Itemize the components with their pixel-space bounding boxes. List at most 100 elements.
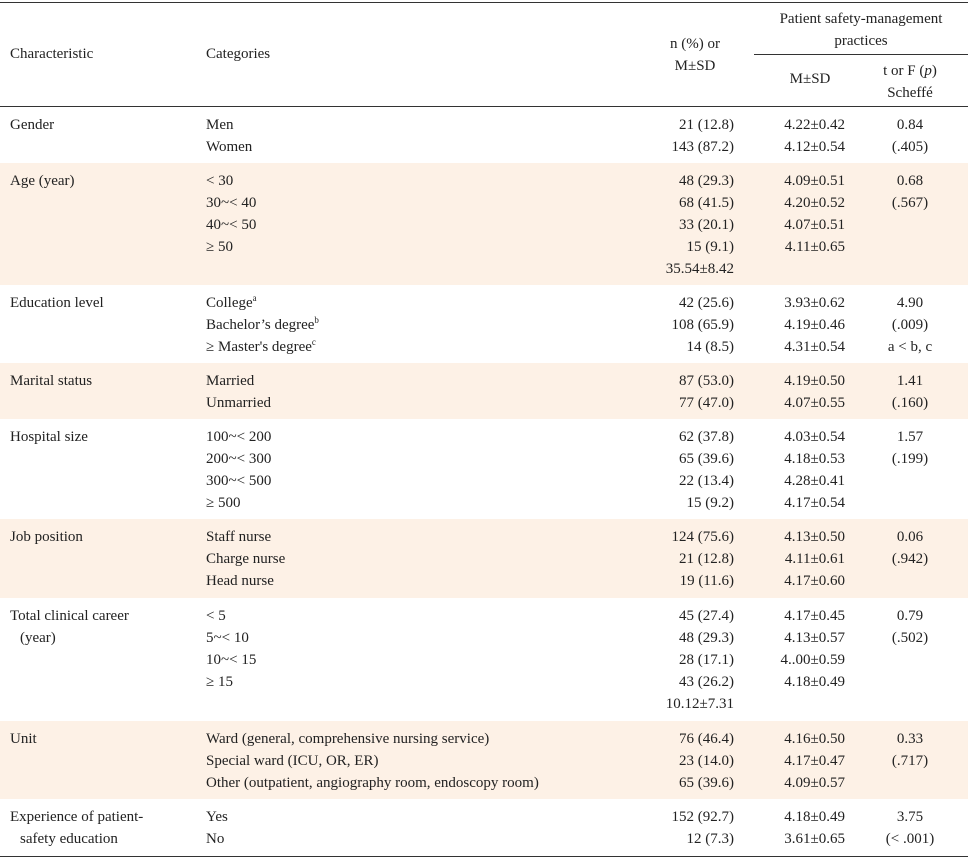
category-label: No (206, 828, 224, 850)
stat-value: (.405) (891, 139, 929, 155)
stat-value: (.199) (891, 451, 929, 467)
characteristic-label: Gender (10, 117, 55, 133)
n-value: 14 (8.5) (686, 339, 735, 355)
category-text: Other (outpatient, angiography room, end… (206, 775, 539, 791)
n-value: 124 (75.6) (671, 529, 735, 545)
msd-value: 4..00±0.59 (780, 652, 845, 668)
stat-value: 0.84 (896, 117, 924, 133)
n-value: 43 (26.2) (679, 674, 734, 690)
category-text: Head nurse (206, 573, 274, 589)
category-label: 100~< 200 (206, 426, 271, 448)
category-label: Head nurse (206, 570, 274, 592)
msd-value: 4.28±0.41 (784, 473, 845, 489)
category-label: 200~< 300 (206, 448, 271, 470)
msd-value: 4.13±0.57 (784, 630, 845, 646)
category-text: 30~< 40 (206, 195, 257, 211)
header-n-line1: n (%) or (670, 36, 720, 52)
msd-value: 4.19±0.46 (784, 317, 845, 333)
characteristic-label: Age (year) (10, 173, 75, 189)
stat-value: (.717) (891, 753, 929, 769)
msd-value: 4.17±0.54 (784, 495, 845, 511)
msd-value: 4.18±0.49 (784, 674, 845, 690)
category-text: 200~< 300 (206, 451, 272, 467)
stat-value: 1.41 (896, 373, 924, 389)
category-label: Yes (206, 806, 228, 828)
msd-value: 4.17±0.45 (784, 608, 845, 624)
n-value: 77 (47.0) (679, 395, 734, 411)
characteristic-label: Unit (10, 731, 37, 747)
category-label: Other (outpatient, angiography room, end… (206, 772, 539, 794)
stat-value: a < b, c (887, 339, 933, 355)
n-value: 45 (27.4) (679, 608, 734, 624)
n-value: 35.54±8.42 (665, 261, 734, 277)
n-value: 48 (29.3) (679, 173, 734, 189)
header-categories: Categories (206, 46, 271, 62)
n-value: 21 (12.8) (679, 551, 734, 567)
msd-value: 4.19±0.50 (784, 373, 845, 389)
stat-value: (.567) (891, 195, 929, 211)
category-text: 5~< 10 (206, 630, 249, 646)
category-label: < 30 (206, 170, 233, 192)
top-rule (0, 2, 968, 3)
msd-value: 4.12±0.54 (784, 139, 845, 155)
stat-value: 4.90 (896, 295, 924, 311)
n-value: 10.12±7.31 (665, 696, 734, 712)
n-value: 62 (37.8) (679, 429, 734, 445)
category-label: ≥ 50 (206, 236, 233, 258)
header-group-line1: Patient safety-management (779, 11, 943, 27)
category-text: Bachelor’s degree (206, 317, 315, 333)
stat-value: 0.33 (896, 731, 924, 747)
characteristic-label: Experience of patient- (10, 809, 144, 825)
category-superscript: b (314, 315, 319, 325)
category-label: Married (206, 370, 254, 392)
msd-value: 4.17±0.60 (784, 573, 845, 589)
header-n-line2: M±SD (674, 58, 716, 74)
n-value: 152 (92.7) (671, 809, 735, 825)
category-text: Charge nurse (206, 551, 286, 567)
n-value: 108 (65.9) (671, 317, 735, 333)
msd-value: 4.31±0.54 (784, 339, 845, 355)
category-label: 40~< 50 (206, 214, 256, 236)
msd-value: 4.13±0.50 (784, 529, 845, 545)
category-label: 300~< 500 (206, 470, 271, 492)
stat-value: (< .001) (885, 831, 935, 847)
category-text: Ward (general, comprehensive nursing ser… (206, 731, 490, 747)
category-text: ≥ 50 (206, 239, 233, 255)
msd-value: 4.18±0.53 (784, 451, 845, 467)
category-text: Married (206, 373, 255, 389)
n-value: 21 (12.8) (679, 117, 734, 133)
stat-value: 0.06 (896, 529, 924, 545)
category-label: Collegea (206, 292, 257, 314)
stat-value: 0.79 (896, 608, 924, 624)
category-label: ≥ 15 (206, 671, 233, 693)
msd-value: 4.11±0.65 (784, 239, 845, 255)
category-text: No (206, 831, 225, 847)
characteristic-label: Total clinical career (10, 608, 129, 624)
category-label: Bachelor’s degreeb (206, 314, 319, 336)
category-text: College (206, 295, 253, 311)
row-band (0, 163, 968, 285)
msd-value: 4.22±0.42 (784, 117, 845, 133)
group-rule (754, 54, 968, 55)
msd-value: 3.93±0.62 (784, 295, 845, 311)
n-value: 15 (9.2) (686, 495, 735, 511)
n-value: 12 (7.3) (686, 831, 735, 847)
category-text: < 5 (206, 608, 226, 624)
msd-value: 4.17±0.47 (784, 753, 845, 769)
category-text: 10~< 15 (206, 652, 257, 668)
category-label: Unmarried (206, 392, 271, 414)
stat-value: 3.75 (896, 809, 924, 825)
n-value: 23 (14.0) (679, 753, 734, 769)
n-value: 87 (53.0) (679, 373, 734, 389)
stat-value: (.942) (891, 551, 929, 567)
row-band (0, 363, 968, 419)
msd-value: 4.16±0.50 (784, 731, 845, 747)
header-msd: M±SD (789, 71, 831, 87)
category-label: 30~< 40 (206, 192, 256, 214)
characteristic-label: Marital status (10, 373, 93, 389)
n-value: 65 (39.6) (679, 451, 734, 467)
n-value: 28 (17.1) (679, 652, 734, 668)
category-label: < 5 (206, 605, 226, 627)
n-value: 65 (39.6) (679, 775, 734, 791)
